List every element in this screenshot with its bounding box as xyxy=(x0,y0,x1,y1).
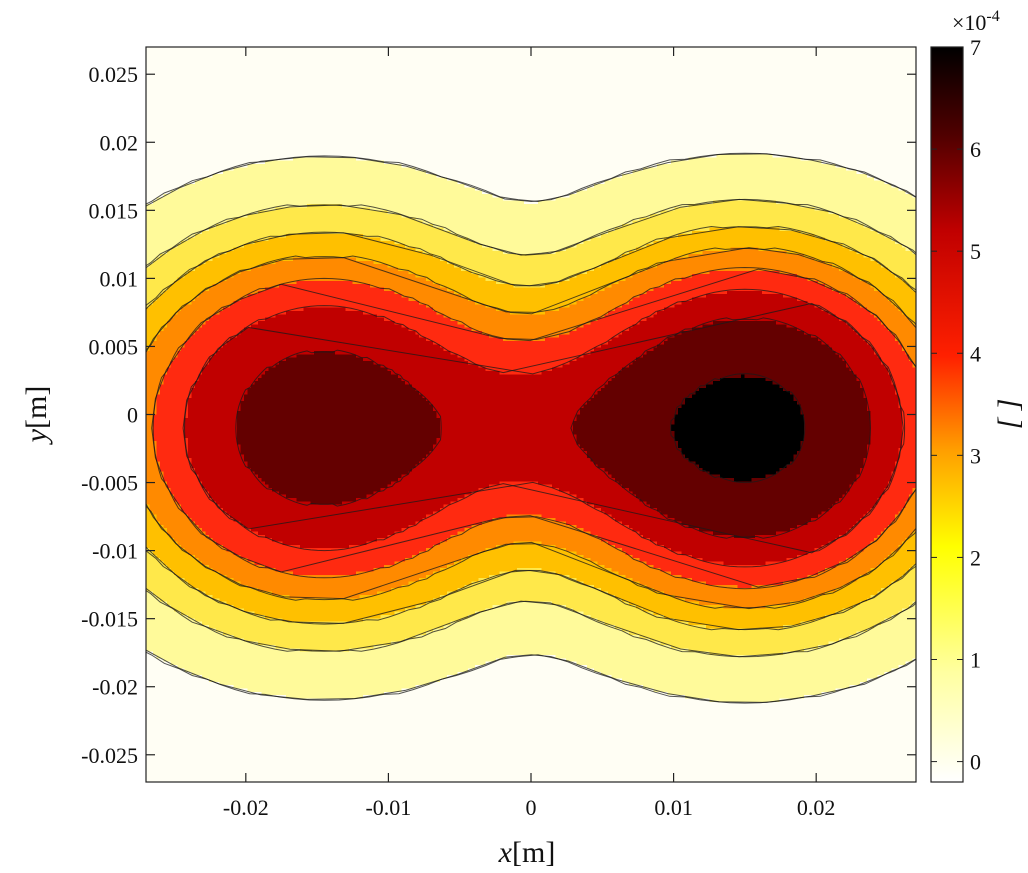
colorbar-tick-label: 5 xyxy=(970,239,981,264)
y-axis-label: y[m] xyxy=(20,386,53,446)
contour-line-3-1 xyxy=(146,247,916,609)
colorbar-tick-label: 0 xyxy=(970,750,981,775)
colorbar-tick-label: 7 xyxy=(970,35,981,60)
colorbar-tick-label: 6 xyxy=(970,137,981,162)
contour-band-7 xyxy=(237,321,871,539)
contour-line-6-0 xyxy=(235,349,442,507)
x-tick-label: 0.01 xyxy=(654,795,693,820)
colorbar-tick-label: 1 xyxy=(970,648,981,673)
y-tick-label: -0.02 xyxy=(92,675,138,700)
y-tick-label: -0.025 xyxy=(81,743,138,768)
contour-line-5-1 xyxy=(182,288,906,568)
y-tick-label: -0.005 xyxy=(81,471,138,496)
x-tick-label: 0 xyxy=(526,795,537,820)
colorbar-tick-label: 2 xyxy=(970,545,981,570)
x-axis-label: x[m] xyxy=(498,836,556,869)
contour-line-1-1 xyxy=(146,198,916,658)
contour-line-2-0 xyxy=(146,226,916,631)
y-tick-label: 0.02 xyxy=(100,130,139,155)
y-tick-label: -0.015 xyxy=(81,607,138,632)
colorbar-exponent: ×10-4 xyxy=(952,8,1000,35)
colorbar xyxy=(931,47,963,782)
contour-line-1-0 xyxy=(146,198,916,658)
y-tick-label: -0.01 xyxy=(92,539,138,564)
colorbar-label: [ ] xyxy=(992,399,1025,430)
contour-line-7-1 xyxy=(670,373,806,484)
colorbar-tick-label: 4 xyxy=(970,341,981,366)
y-tick-label: 0.005 xyxy=(89,334,139,359)
x-tick-label: -0.01 xyxy=(365,795,411,820)
x-axis-ticks: -0.02 -0.01 0 0.01 0.02 xyxy=(223,47,836,820)
colorbar-ticks: 0 1 2 3 4 5 6 7 xyxy=(931,35,981,775)
x-tick-label: 0.02 xyxy=(797,795,836,820)
contour-layer xyxy=(146,47,916,782)
contour-line-0-1 xyxy=(146,152,916,704)
contour-line-3-0 xyxy=(146,247,916,610)
contour-band-8 xyxy=(671,374,804,482)
y-tick-label: 0.01 xyxy=(100,266,139,291)
contour-line-4-0 xyxy=(152,268,916,588)
contour-line-5-0 xyxy=(183,302,904,554)
y-tick-label: 0 xyxy=(127,403,138,428)
colorbar-tick-label: 3 xyxy=(970,443,981,468)
colorbar-frame xyxy=(930,46,964,783)
y-axis-ticks: 0.025 0.02 0.015 0.01 0.005 0 -0.005 -0.01 -0.01… xyxy=(81,62,916,768)
y-tick-label: 0.025 xyxy=(89,62,139,87)
contour-line-6-1 xyxy=(570,317,871,539)
contour-line-4-1 xyxy=(151,266,916,590)
x-tick-label: -0.02 xyxy=(223,795,269,820)
contour-line-2-1 xyxy=(146,225,916,631)
y-tick-label: 0.015 xyxy=(89,198,139,223)
